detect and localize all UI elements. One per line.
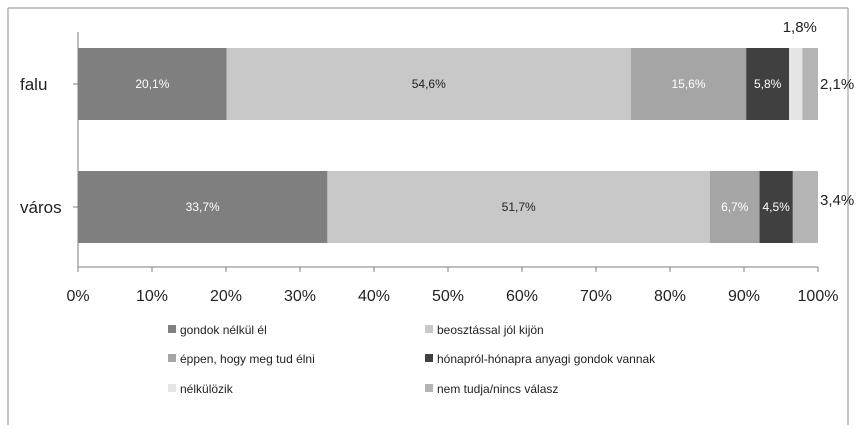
legend-label: éppen, hogy meg tud élni — [180, 352, 315, 366]
legend-item-nelkulozik: nélkülözik — [168, 382, 234, 396]
bar-segment-varos-honaprol-honapra-anyagi-gondok-vannak — [759, 171, 793, 243]
legend-swatch — [168, 384, 176, 392]
legend-label: gondok nélkül él — [180, 323, 267, 337]
data-label-falu-nelkulozik: 1,8% — [783, 19, 817, 36]
x-tick-label: 70% — [580, 288, 612, 305]
data-label-falu-eppen-hogy-meg-tud-elni: 15,6% — [671, 77, 705, 91]
x-tick-label: 80% — [654, 288, 686, 305]
bar-segment-falu-beosztassal-jol-kijon — [226, 48, 631, 120]
x-tick-label: 30% — [284, 288, 316, 305]
x-tick-label: 50% — [432, 288, 464, 305]
legend-label: nem tudja/nincs válasz — [437, 382, 558, 396]
x-tick-label: 100% — [798, 288, 839, 305]
data-label-varos-beosztassal-jol-kijon: 51,7% — [502, 200, 536, 214]
x-tick-label: 40% — [358, 288, 390, 305]
legend-swatch — [425, 354, 433, 362]
legend-item-beosztassal-jol-kijon: beosztással jól kijön — [425, 323, 544, 337]
x-tick-label: 10% — [136, 288, 168, 305]
bar-segment-varos-eppen-hogy-meg-tud-elni — [709, 171, 760, 243]
legend-label: beosztással jól kijön — [437, 323, 544, 337]
data-label-varos-nem-tudja-nincs-valasz: 3,4% — [820, 192, 854, 209]
bar-segment-falu-honaprol-honapra-anyagi-gondok-vannak — [746, 48, 790, 120]
data-label-varos-eppen-hogy-meg-tud-elni: 6,7% — [721, 200, 749, 214]
legend-swatch — [425, 384, 433, 392]
legend-swatch — [168, 354, 176, 362]
bars-group: 20,1% 54,6% 15,6% 5,8% 1,8% 2,1% 33,7% 51,7% 6,7… — [78, 19, 854, 243]
legend-label: hónapról-hónapra anyagi gondok vannak — [437, 352, 656, 366]
legend: gondok nélkül él beosztással jól kijön épp… — [168, 323, 656, 396]
data-label-falu-gondok-nelkul-el: 20,1% — [135, 77, 169, 91]
category-label-falu: falu — [20, 75, 47, 94]
legend-item-honaprol-honapra-anyagi-gondok-vannak: hónapról-hónapra anyagi gondok vannak — [425, 352, 656, 366]
data-label-varos-honaprol-honapra-anyagi-gondok-vannak: 4,5% — [763, 200, 791, 214]
legend-item-eppen-hogy-meg-tud-elni: éppen, hogy meg tud élni — [168, 352, 315, 366]
legend-label: nélkülözik — [180, 382, 234, 396]
bar-segment-falu-eppen-hogy-meg-tud-elni — [630, 48, 747, 120]
axes-group: 0% 10% 20% 30% 40% 50% 60% 70% 80% 90% 100% falu vár… — [20, 32, 838, 305]
data-label-falu-honaprol-honapra-anyagi-gondok-vannak: 5,8% — [754, 77, 782, 91]
bar-segment-falu-gondok-nelkul-el — [78, 48, 227, 120]
legend-item-gondok-nelkul-el: gondok nélkül él — [168, 323, 267, 337]
chart-frame — [7, 7, 849, 425]
bar-segment-varos-nem-tudja-nincs-valasz — [792, 171, 818, 243]
category-label-varos: város — [20, 198, 62, 217]
bar-segment-varos-gondok-nelkul-el — [78, 171, 328, 243]
data-label-falu-nem-tudja-nincs-valasz: 2,1% — [820, 76, 854, 93]
x-tick-label: 90% — [728, 288, 760, 305]
data-label-falu-beosztassal-jol-kijon: 54,6% — [412, 77, 446, 91]
data-label-varos-gondok-nelkul-el: 33,7% — [186, 200, 220, 214]
bar-segment-falu-nem-tudja-nincs-valasz — [802, 48, 818, 120]
legend-item-nem-tudja-nincs-valasz: nem tudja/nincs válasz — [425, 382, 558, 396]
bar-segment-falu-nelkulozik — [789, 48, 803, 120]
x-tick-label: 60% — [506, 288, 538, 305]
x-tick-label: 0% — [66, 288, 89, 305]
bar-segment-varos-beosztassal-jol-kijon — [327, 171, 710, 243]
legend-swatch — [425, 325, 433, 333]
legend-swatch — [168, 325, 176, 333]
x-tick-label: 20% — [210, 288, 242, 305]
